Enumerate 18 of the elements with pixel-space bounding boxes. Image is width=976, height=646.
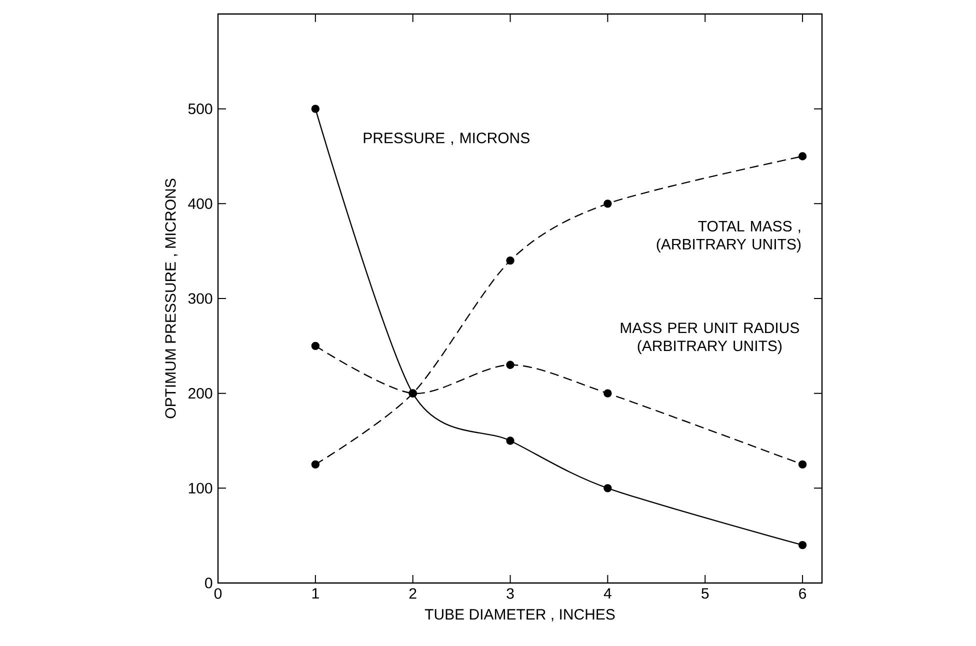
y-axis-title: OPTIMUM PRESSURE , MICRONS <box>165 178 178 418</box>
text: PRESSURE , MICRONS <box>364 132 530 146</box>
x-tick-label: 3 <box>506 588 514 599</box>
y-tick-label: 300 <box>188 293 212 304</box>
x-tick-label: 0 <box>214 588 222 599</box>
y-tick-label: 100 <box>188 482 212 494</box>
x-tick-label: 4 <box>604 588 612 599</box>
text: MASS PER UNIT RADIUS (ARBITRARY UNITS) <box>620 322 799 354</box>
text: TOTAL MASS , (ARBITRARY UNITS) <box>656 220 801 252</box>
x-tick-label: 5 <box>702 588 709 599</box>
x-axis-title: TUBE DIAMETER , INCHES <box>424 609 615 622</box>
x-tick-label: 2 <box>409 588 416 599</box>
x-tick-label: 1 <box>312 588 319 599</box>
y-tick-label: 0 <box>205 578 212 588</box>
y-tick-label: 500 <box>188 104 212 114</box>
y-tick-label: 400 <box>188 198 212 209</box>
x-tick-label: 6 <box>799 588 806 599</box>
y-tick-label: 200 <box>188 388 212 399</box>
